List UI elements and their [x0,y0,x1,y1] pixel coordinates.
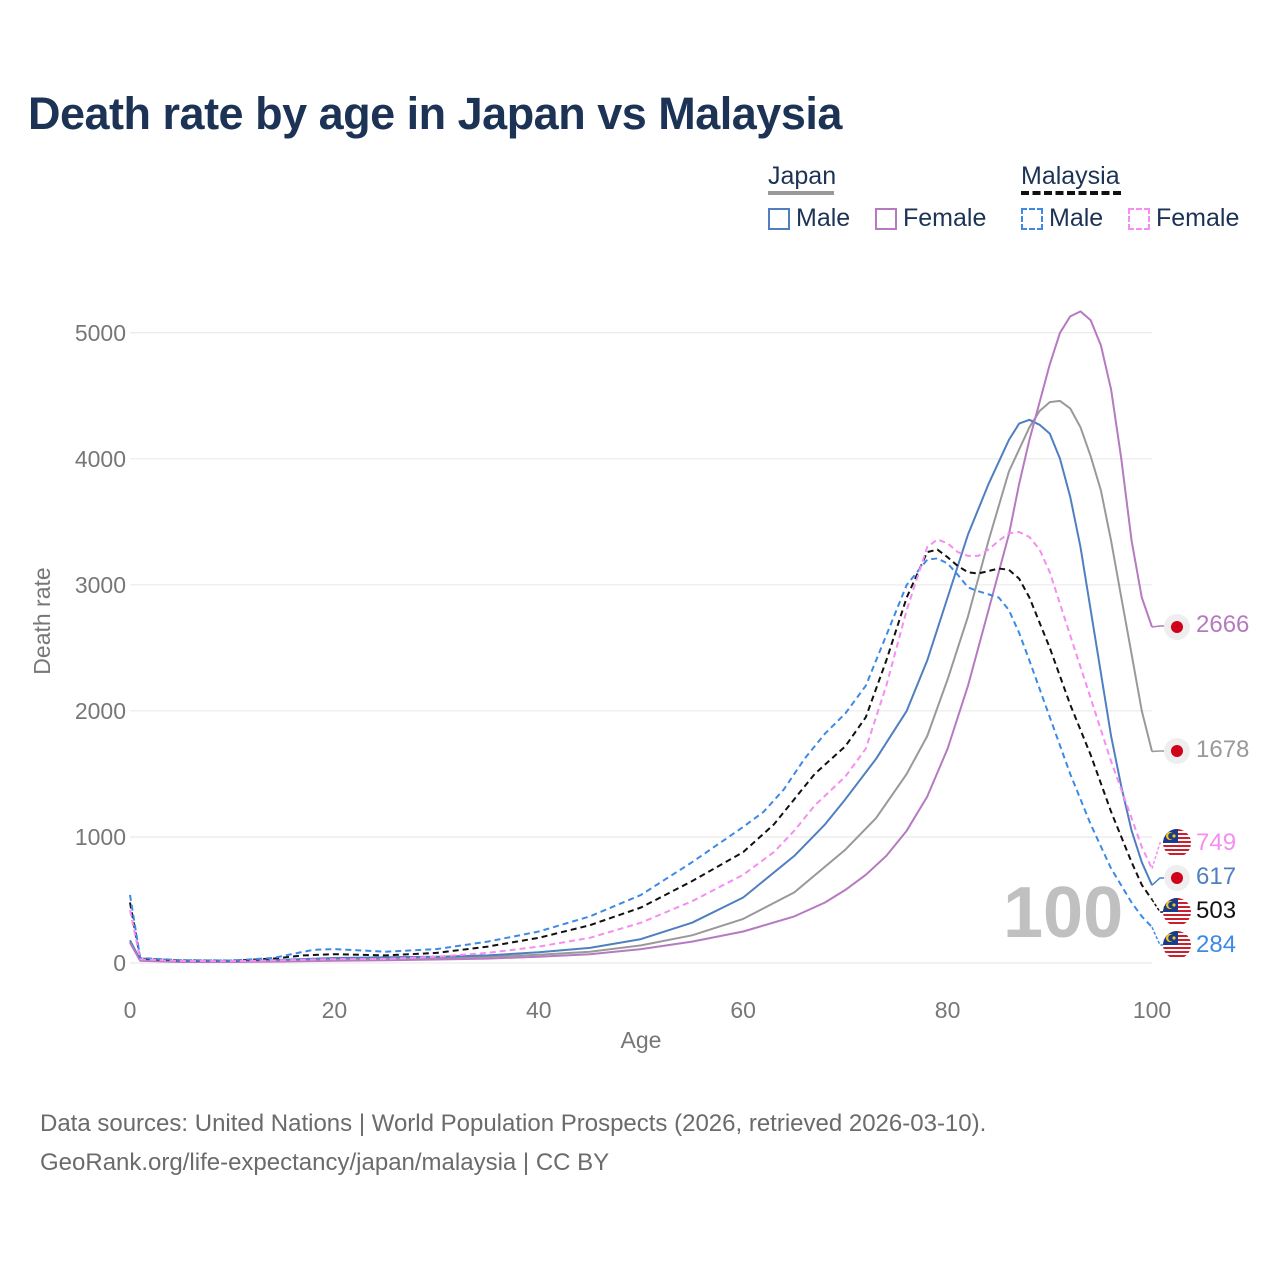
y-tick-label: 0 [113,950,126,976]
source-line-1: Data sources: United Nations | World Pop… [40,1110,987,1137]
end-label-malaysia-female: 749 [1196,829,1237,856]
series-line-malaysia-male [129,557,1153,962]
x-axis-title: Age [621,1027,662,1053]
end-label-japan-total: 1678 [1196,736,1250,763]
legend-malaysia-male[interactable]: Male [1021,204,1103,233]
legend-malaysia-female-label: Female [1156,204,1240,232]
year-watermark: 100 [1003,873,1124,953]
y-tick-label: 1000 [75,824,126,850]
end-label-japan-male: 617 [1196,863,1237,890]
series-line-malaysia-total [129,548,1153,962]
legend-japan-female-label: Female [903,204,987,232]
x-tick-label: 100 [1133,997,1171,1023]
series-line-malaysia-female [129,531,1153,963]
source-line-2[interactable]: GeoRank.org/life-expectancy/japan/malays… [40,1149,610,1176]
legend-malaysia-line [1021,191,1121,195]
label-connector [1151,877,1164,886]
legend-header-japan: Japan [768,162,836,195]
legend-header-malaysia: Malaysia [1021,162,1121,195]
end-label-japan-female: 2666 [1196,611,1250,638]
malaysia-flag-icon [1163,829,1191,857]
legend-japan-line [768,191,834,195]
x-tick-label: 0 [124,997,137,1023]
legend-swatch-japan-female [875,208,897,230]
x-tick-label: 80 [935,997,961,1023]
japan-flag-disc [1171,621,1183,633]
x-tick-label: 40 [526,997,552,1023]
legend-swatch-malaysia-female [1128,208,1150,230]
y-tick-label: 2000 [75,698,126,724]
legend-japan-label: Japan [768,162,837,190]
label-connector [1151,899,1164,913]
legend-malaysia-male-label: Male [1049,204,1104,232]
y-tick-label: 4000 [75,446,126,472]
chart-title: Death rate by age in Japan vs Malaysia [28,88,842,139]
legend-japan-male[interactable]: Male [768,204,850,233]
y-tick-label: 3000 [75,572,126,598]
series-line-japan-male [129,418,1153,963]
legend-swatch-japan-male [768,208,790,230]
y-tick-label: 5000 [75,320,126,346]
x-tick-label: 60 [730,997,756,1023]
japan-flag-disc [1171,872,1183,884]
label-connector [1151,625,1164,628]
series-line-japan-total [129,399,1153,963]
y-axis-title: Death rate [29,567,55,674]
label-connector [1151,926,1164,946]
legend-japan-female[interactable]: Female [875,204,986,233]
label-connector [1151,750,1164,753]
x-tick-label: 20 [322,997,348,1023]
legend-malaysia-female[interactable]: Female [1128,204,1239,233]
end-label-malaysia-male: 284 [1196,931,1237,958]
malaysia-flag-icon [1163,898,1191,926]
series-line-japan-female [129,310,1153,963]
label-connector [1151,842,1164,869]
end-label-malaysia-total: 503 [1196,897,1237,924]
legend-swatch-malaysia-male [1021,208,1043,230]
legend-japan-male-label: Male [796,204,851,232]
legend-malaysia-label: Malaysia [1021,162,1120,190]
japan-flag-disc [1171,745,1183,757]
malaysia-flag-icon [1163,931,1191,959]
